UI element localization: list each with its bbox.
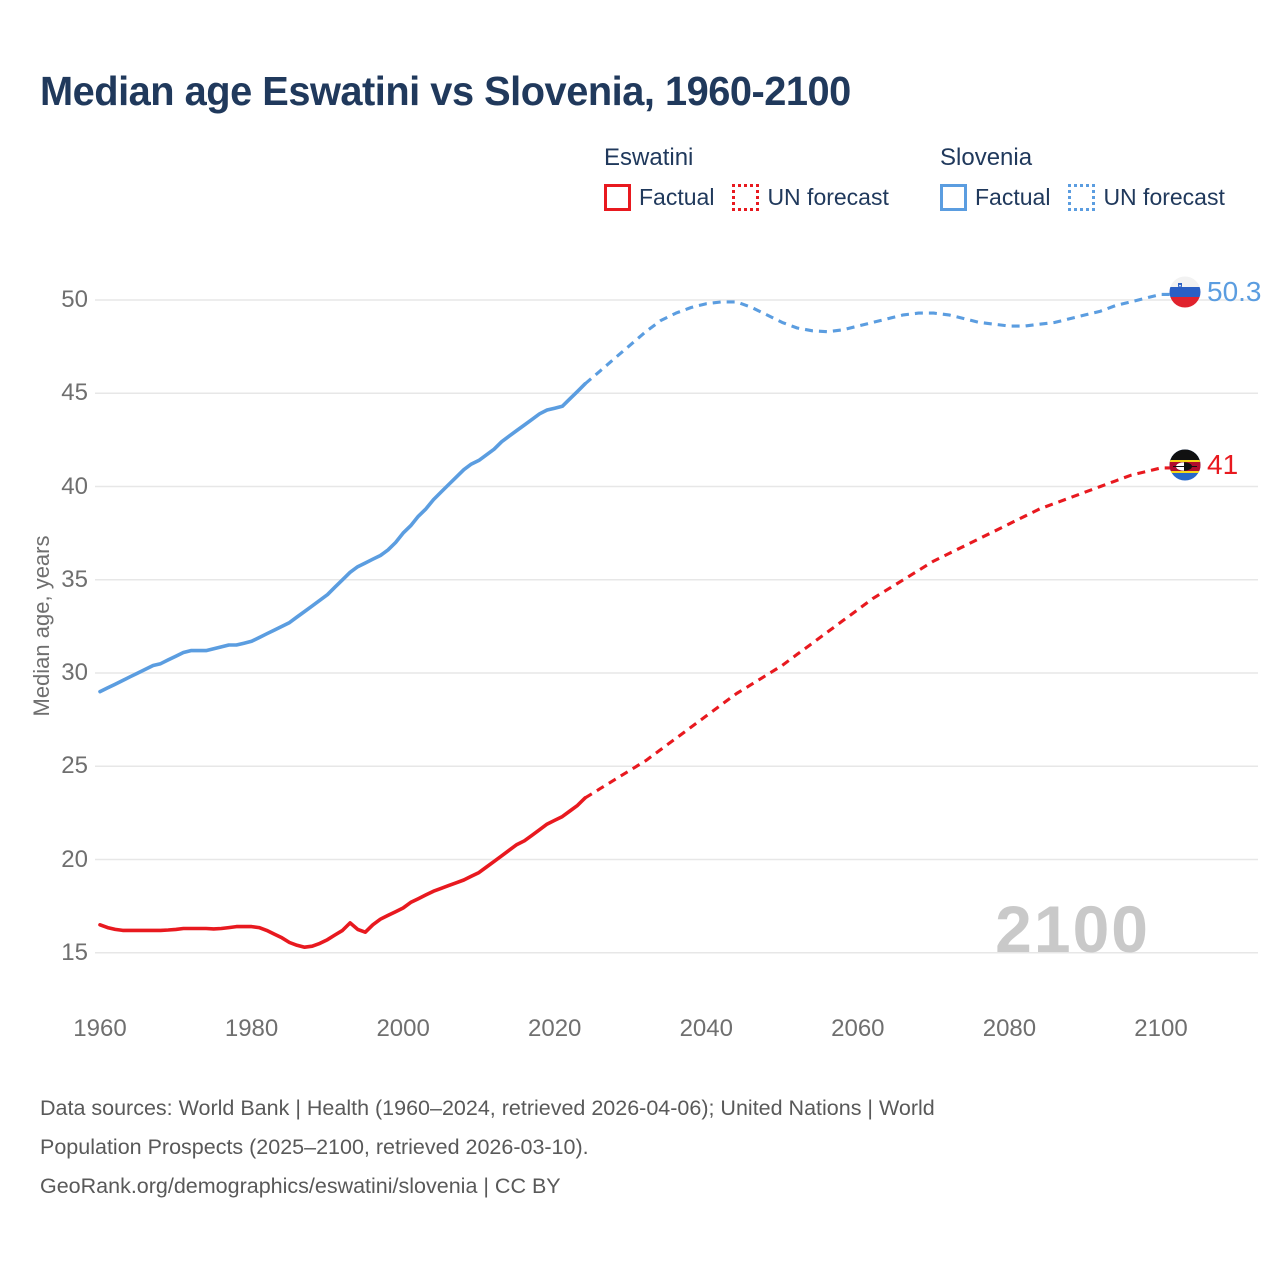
x-tick-label: 2060 <box>831 1015 885 1042</box>
y-axis-title: Median age, years <box>29 535 54 717</box>
series-slovenia-factual <box>98 382 587 694</box>
slovenia-factual-swatch-icon <box>940 184 967 211</box>
footer-sources-line-1: Data sources: World Bank | Health (1960–… <box>40 1096 935 1120</box>
x-tick-label: 2100 <box>1134 1015 1188 1042</box>
legend-item-eswatini-factual[interactable]: Factual <box>604 184 714 211</box>
legend-item-label: Factual <box>639 184 715 210</box>
eswatini-end-value: 41 <box>1207 449 1239 480</box>
x-tick-label: 1960 <box>73 1015 127 1042</box>
series-eswatini-factual <box>98 796 587 950</box>
legend-group-slovenia: Slovenia Factual UN forecast <box>940 144 1225 211</box>
y-tick-label: 30 <box>61 659 88 686</box>
series-slovenia-forecast <box>583 292 1172 386</box>
x-tick-label: 2040 <box>679 1015 733 1042</box>
legend-item-label: Factual <box>975 184 1051 210</box>
legend-group-eswatini: Eswatini Factual UN forecast <box>604 144 889 211</box>
x-tick-label: 2080 <box>982 1015 1037 1042</box>
footer-sources-line-2: Population Prospects (2025–2100, retriev… <box>40 1135 589 1159</box>
legend-row: Factual UN forecast <box>940 184 1225 211</box>
y-tick-label: 35 <box>61 565 88 593</box>
x-tick-label: 2000 <box>376 1015 430 1042</box>
y-tick-label: 20 <box>61 845 88 873</box>
footer-attribution: GeoRank.org/demographics/eswatini/sloven… <box>40 1174 561 1198</box>
legend-row: Factual UN forecast <box>604 184 889 211</box>
legend-item-slovenia-forecast[interactable]: UN forecast <box>1068 184 1225 211</box>
eswatini-factual-swatch-icon <box>604 184 631 211</box>
slovenia-end-value: 50.3 <box>1207 276 1262 307</box>
eswatini-flag-icon <box>1169 449 1201 481</box>
y-tick-label: 25 <box>61 752 88 780</box>
y-tick-label: 15 <box>61 938 88 966</box>
legend-country-slovenia: Slovenia <box>940 144 1033 171</box>
footer: Data sources: World Bank | Health (1960–… <box>40 1089 1240 1206</box>
y-tick-label: 40 <box>61 472 88 500</box>
legend-item-label: UN forecast <box>1103 184 1225 210</box>
legend-item-label: UN forecast <box>767 184 889 210</box>
slovenia-forecast-swatch-icon <box>1068 184 1096 211</box>
legend-item-slovenia-factual[interactable]: Factual <box>940 184 1050 211</box>
x-tick-label: 2020 <box>528 1015 582 1042</box>
slovenia-flag-icon <box>1169 276 1201 308</box>
watermark-year: 2100 <box>995 892 1150 966</box>
legend-country-eswatini: Eswatini <box>604 144 694 171</box>
y-tick-label: 45 <box>61 379 88 407</box>
chart-title: Median age Eswatini vs Slovenia, 1960-21… <box>40 68 851 114</box>
eswatini-forecast-swatch-icon <box>732 184 760 211</box>
series-eswatini-forecast <box>584 466 1172 800</box>
y-tick-label: 50 <box>61 286 88 313</box>
x-tick-label: 1980 <box>224 1015 279 1042</box>
legend-item-eswatini-forecast[interactable]: UN forecast <box>732 184 889 211</box>
